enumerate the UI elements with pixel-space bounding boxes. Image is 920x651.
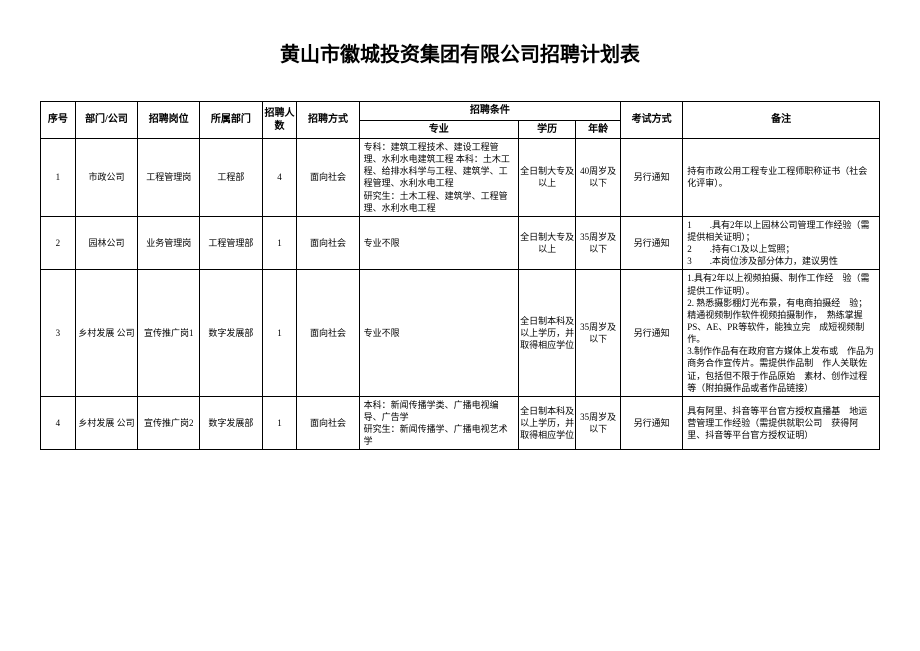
table-cell: 专业不限 (359, 216, 518, 270)
table-cell: 乡村发展 公司 (75, 396, 137, 450)
table-cell: 具有阿里、抖音等平台官方授权直播基 地运营管理工作经验（需提供就职公司 获得阿里… (683, 396, 880, 450)
table-row: 4乡村发展 公司宣传推广岗2数字发展部1面向社会本科：新闻传播学类、广播电视编导… (41, 396, 880, 450)
table-cell: 1 .具有2年以上园林公司管理工作经验（需提供相关证明）；2 .持有C1及以上驾… (683, 216, 880, 270)
table-cell: 另行通知 (621, 139, 683, 217)
col-sub: 所属部门 (200, 102, 262, 139)
table-cell: 专业不限 (359, 270, 518, 396)
table-cell: 园林公司 (75, 216, 137, 270)
table-row: 1市政公司工程管理岗工程部4面向社会专科：建筑工程技术、建设工程管理、水利水电建… (41, 139, 880, 217)
table-cell: 3 (41, 270, 76, 396)
table-cell: 另行通知 (621, 270, 683, 396)
table-row: 2园林公司业务管理岗工程管理部1面向社会专业不限全日制大专及以上35周岁及以下另… (41, 216, 880, 270)
table-cell: 面向社会 (297, 270, 359, 396)
table-cell: 全日制大专及以上 (518, 216, 575, 270)
col-exam: 考试方式 (621, 102, 683, 139)
table-cell: 持有市政公用工程专业工程师职称证书（社会化评审）。 (683, 139, 880, 217)
table-cell: 本科：新闻传播学类、广播电视编导、广告学研究生：新闻传播学、广播电视艺术学 (359, 396, 518, 450)
table-cell: 全日制大专及以上 (518, 139, 575, 217)
col-seq: 序号 (41, 102, 76, 139)
table-cell: 全日制本科及以上学历，并取得相应学位 (518, 270, 575, 396)
col-method: 招聘方式 (297, 102, 359, 139)
table-cell: 数字发展部 (200, 270, 262, 396)
table-cell: 工程管理岗 (138, 139, 200, 217)
col-dept: 部门/公司 (75, 102, 137, 139)
table-cell: 全日制本科及以上学历，并取得相应学位 (518, 396, 575, 450)
table-row: 3乡村发展 公司宣传推广岗1数字发展部1面向社会专业不限全日制本科及以上学历，并… (41, 270, 880, 396)
table-cell: 面向社会 (297, 139, 359, 217)
table-cell: 业务管理岗 (138, 216, 200, 270)
page-title: 黄山市徽城投资集团有限公司招聘计划表 (40, 38, 880, 67)
table-cell: 1 (262, 216, 297, 270)
table-cell: 1.具有2年以上视频拍摄、制作工作经 验（需提供工作证明）。2. 熟悉摄影棚灯光… (683, 270, 880, 396)
table-cell: 2 (41, 216, 76, 270)
col-edu: 学历 (518, 120, 575, 139)
col-major: 专业 (359, 120, 518, 139)
table-cell: 另行通知 (621, 396, 683, 450)
table-cell: 工程部 (200, 139, 262, 217)
table-cell: 宣传推广岗2 (138, 396, 200, 450)
table-cell: 面向社会 (297, 396, 359, 450)
table-cell: 4 (41, 396, 76, 450)
table-cell: 面向社会 (297, 216, 359, 270)
table-cell: 乡村发展 公司 (75, 270, 137, 396)
col-cond: 招聘条件 (359, 102, 620, 121)
table-cell: 另行通知 (621, 216, 683, 270)
table-cell: 40周岁及以下 (576, 139, 621, 217)
table-cell: 1 (262, 270, 297, 396)
table-cell: 1 (41, 139, 76, 217)
table-cell: 宣传推广岗1 (138, 270, 200, 396)
table-cell: 市政公司 (75, 139, 137, 217)
table-cell: 数字发展部 (200, 396, 262, 450)
col-age: 年龄 (576, 120, 621, 139)
col-job: 招聘岗位 (138, 102, 200, 139)
col-remark: 备注 (683, 102, 880, 139)
table-cell: 35周岁及以下 (576, 396, 621, 450)
table-cell: 4 (262, 139, 297, 217)
header-row-1: 序号 部门/公司 招聘岗位 所属部门 招聘人数 招聘方式 招聘条件 考试方式 备… (41, 102, 880, 121)
table-cell: 专科：建筑工程技术、建设工程管理、水利水电建筑工程 本科：土木工程、给排水科学与… (359, 139, 518, 217)
table-cell: 35周岁及以下 (576, 270, 621, 396)
table-cell: 工程管理部 (200, 216, 262, 270)
recruitment-table: 序号 部门/公司 招聘岗位 所属部门 招聘人数 招聘方式 招聘条件 考试方式 备… (40, 101, 880, 450)
col-count: 招聘人数 (262, 102, 297, 139)
table-cell: 35周岁及以下 (576, 216, 621, 270)
table-cell: 1 (262, 396, 297, 450)
